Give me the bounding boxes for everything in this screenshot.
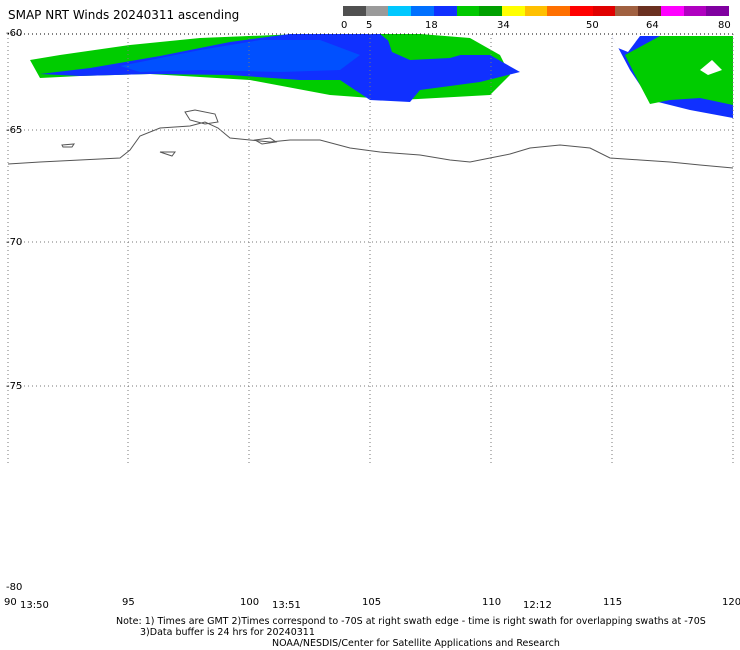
lat-label: -80 (6, 582, 22, 593)
colorbar-segment (570, 6, 593, 16)
wind-swath-lightblue (120, 40, 360, 72)
colorbar-segment (479, 6, 502, 16)
swath-time: 12:12 (523, 600, 552, 611)
lon-label: 110 (482, 597, 501, 608)
colorbar-segment (638, 6, 661, 16)
lat-label: -65 (6, 125, 22, 136)
colorbar-tick: 50 (586, 20, 599, 31)
colorbar-segment (343, 6, 366, 16)
lon-label: 105 (362, 597, 381, 608)
lon-label: 90 (4, 597, 17, 608)
wind-speed-colorbar (343, 6, 729, 16)
wind-swath-green-inner (388, 36, 478, 60)
colorbar-segment (411, 6, 434, 16)
colorbar-tick: 80 (718, 20, 731, 31)
colorbar-segment (501, 6, 525, 16)
colorbar-tick: 0 (341, 20, 348, 31)
swath-time: 13:50 (20, 600, 49, 611)
note-line-3: NOAA/NESDIS/Center for Satellite Applica… (272, 638, 560, 649)
colorbar-tick: 18 (425, 20, 438, 31)
lon-label: 100 (240, 597, 259, 608)
footnotes: Note: 1) Times are GMT 2)Times correspon… (116, 616, 706, 649)
lon-label: 120 (722, 597, 740, 608)
colorbar-segment (615, 6, 639, 16)
lat-label: -75 (6, 381, 22, 392)
lon-label: 115 (603, 597, 622, 608)
wind-swath-right-green (625, 36, 733, 105)
colorbar-segment (433, 6, 457, 16)
colorbar-segment (365, 6, 389, 16)
colorbar-segment (592, 6, 616, 16)
note-line-2: 3)Data buffer is 24 hrs for 20240311 (140, 627, 315, 638)
colorbar-segment (456, 6, 480, 16)
lon-label: 95 (122, 597, 135, 608)
antarctic-coastline (7, 121, 734, 169)
lat-label: -60 (6, 28, 22, 39)
colorbar-segment (660, 6, 684, 16)
colorbar-segment (388, 6, 412, 16)
lat-label: -70 (6, 237, 22, 248)
note-line-1: Note: 1) Times are GMT 2)Times correspon… (116, 616, 706, 627)
colorbar-tick: 64 (646, 20, 659, 31)
colorbar-segment (706, 6, 729, 16)
colorbar-tick: 34 (497, 20, 510, 31)
map-graticule (7, 34, 734, 465)
colorbar-segment (547, 6, 571, 16)
colorbar-tick: 5 (366, 20, 373, 31)
map-title: SMAP NRT Winds 20240311 ascending (8, 8, 240, 22)
colorbar-segment (524, 6, 548, 16)
colorbar-segment (683, 6, 707, 16)
swath-time: 13:51 (272, 600, 301, 611)
